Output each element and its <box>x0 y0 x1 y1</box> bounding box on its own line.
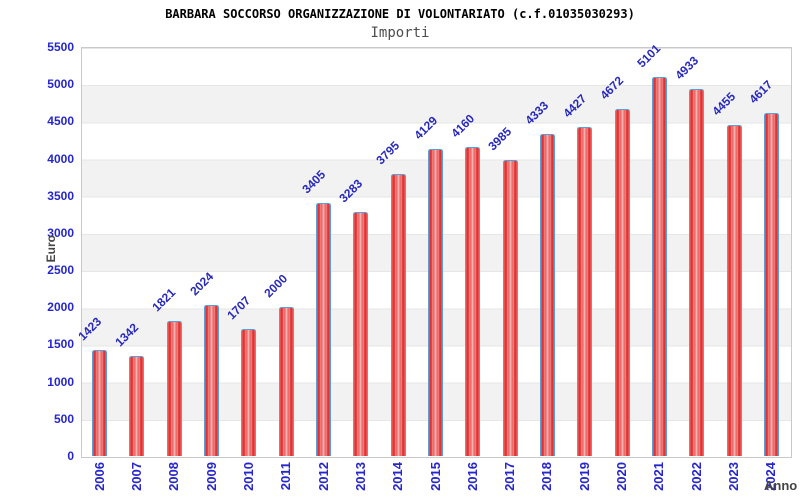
bar-2010 <box>241 329 257 456</box>
x-tick-label: 2023 <box>726 462 742 491</box>
bar-2015 <box>428 148 443 456</box>
bar-2023 <box>726 124 742 456</box>
y-tick-label: 4500 <box>47 114 74 129</box>
bar-2006 <box>92 350 108 456</box>
x-tick-label: 2019 <box>576 462 592 491</box>
x-tick-label: 2020 <box>614 462 630 491</box>
x-tick-label: 2013 <box>352 462 368 491</box>
x-tick-label: 2010 <box>240 462 256 491</box>
x-tick-label: 2011 <box>278 462 294 491</box>
bar-2017 <box>502 159 518 456</box>
x-tick-label: 2006 <box>91 462 107 491</box>
y-tick-label: 2500 <box>47 263 74 278</box>
y-tick-label: 500 <box>53 411 74 426</box>
x-tick-label: 2008 <box>166 462 182 491</box>
y-tick-label: 2000 <box>47 300 74 315</box>
chart-title: BARBARA SOCCORSO ORGANIZZAZIONE DI VOLON… <box>165 7 635 21</box>
bar-2014 <box>390 173 406 456</box>
bar-2020 <box>614 108 630 456</box>
x-tick-label: 2012 <box>315 462 331 491</box>
y-tick-label: 1000 <box>47 374 74 389</box>
x-tick-label: 2007 <box>128 462 144 491</box>
x-tick-label: 2016 <box>464 462 480 491</box>
y-tick-label: 3500 <box>47 188 74 203</box>
y-axis-title: Euro <box>44 235 58 263</box>
chart-subtitle: Importi <box>370 25 430 41</box>
x-tick-label: 2021 <box>651 462 667 491</box>
bar-2009 <box>204 305 220 456</box>
bar-2022 <box>689 89 705 456</box>
bar-2013 <box>353 211 369 456</box>
x-tick-label: 2009 <box>203 462 219 491</box>
y-tick-label: 5000 <box>47 77 74 92</box>
x-tick-label: 2015 <box>427 462 443 491</box>
x-tick-label: 2018 <box>539 462 555 491</box>
y-tick-label: 3000 <box>47 225 74 240</box>
y-tick-label: 5500 <box>47 40 74 54</box>
y-tick-label: 1500 <box>47 337 74 352</box>
bar-2016 <box>465 146 481 456</box>
x-tick-label: 2017 <box>502 462 518 491</box>
bar-2024 <box>763 112 779 456</box>
bar-2018 <box>539 133 555 456</box>
bar-2012 <box>316 202 332 456</box>
bar-2007 <box>129 356 145 456</box>
x-axis-title: Anno <box>764 478 798 493</box>
x-tick-label: 2022 <box>688 462 704 491</box>
x-tick-label: 2014 <box>390 462 406 491</box>
y-tick-label: 4000 <box>47 151 74 166</box>
bar-2021 <box>651 76 667 456</box>
bar-2019 <box>577 126 593 456</box>
bar-2011 <box>278 307 294 456</box>
y-tick-label: 0 <box>67 449 74 463</box>
bar-2008 <box>166 320 182 456</box>
